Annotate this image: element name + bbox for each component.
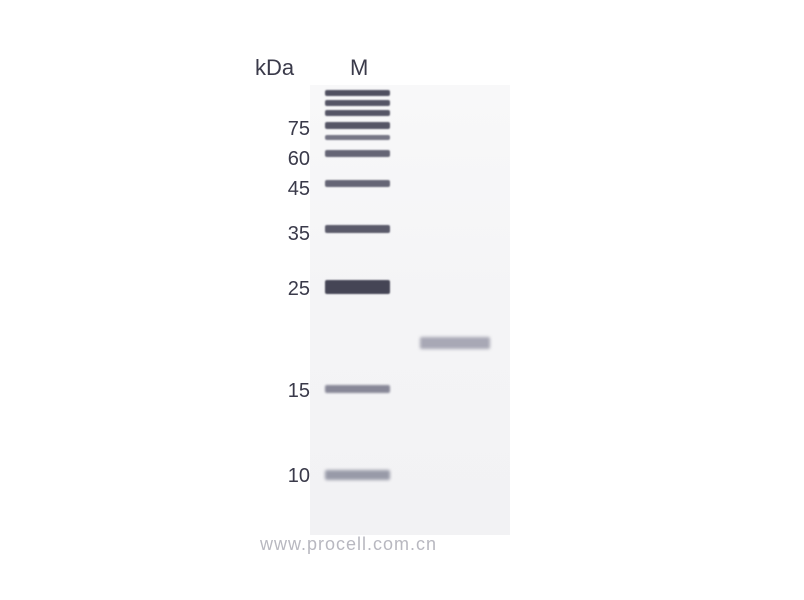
marker-band-25 bbox=[325, 280, 390, 294]
marker-label-45: 45 bbox=[250, 178, 310, 201]
marker-band-75 bbox=[325, 122, 390, 129]
marker-band-10 bbox=[325, 470, 390, 480]
marker-label-75: 75 bbox=[250, 118, 310, 141]
marker-band-60 bbox=[325, 150, 390, 157]
marker-label-25: 25 bbox=[250, 278, 310, 301]
marker-band-extra bbox=[325, 90, 390, 96]
marker-band-extra bbox=[325, 100, 390, 106]
marker-band-35 bbox=[325, 225, 390, 233]
marker-label-10: 10 bbox=[250, 465, 310, 488]
marker-band-extra bbox=[325, 110, 390, 116]
marker-band-45 bbox=[325, 180, 390, 187]
marker-band-15 bbox=[325, 385, 390, 393]
sample-lane bbox=[415, 85, 500, 535]
unit-label: kDa bbox=[255, 55, 294, 81]
watermark: www.procell.com.cn bbox=[260, 534, 437, 555]
marker-label-35: 35 bbox=[250, 223, 310, 246]
marker-label-60: 60 bbox=[250, 148, 310, 171]
marker-band-extra bbox=[325, 135, 390, 140]
marker-lane-label: M bbox=[350, 55, 368, 81]
marker-label-15: 15 bbox=[250, 380, 310, 403]
gel-image: kDa M 75 60 45 35 25 15 10 bbox=[180, 60, 620, 540]
sample-band bbox=[420, 337, 490, 349]
marker-lane bbox=[320, 85, 400, 535]
